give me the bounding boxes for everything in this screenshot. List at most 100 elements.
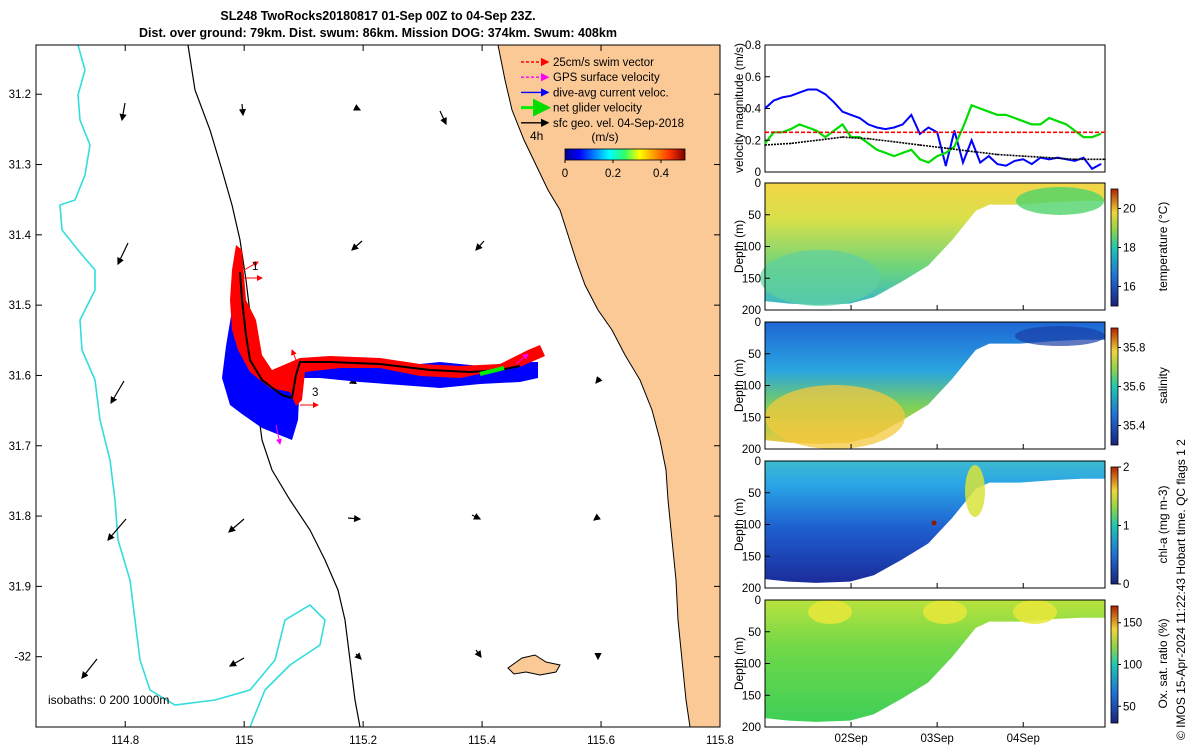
depth-tick-label: 200 — [742, 722, 761, 734]
section-panel-chla: 0 50 100 150 200 Depth (m) 0 1 2 chl-a (mg m-3) — [732, 456, 1170, 595]
velocity-series-line — [764, 103, 1102, 164]
time-label: 4h — [530, 129, 543, 143]
velocity-data-point — [953, 129, 956, 132]
dive-avg-current-track — [222, 270, 538, 440]
velocity-data-point — [962, 161, 964, 164]
velocity-data-point — [781, 131, 784, 134]
colorbar-tick-label: 0 — [1123, 579, 1129, 591]
velocity-series-line — [764, 88, 1102, 171]
velocity-data-point — [927, 161, 930, 164]
velocity-data-point — [841, 110, 844, 113]
map-ytick-label: 31.6 — [9, 370, 31, 382]
legend-label: net glider velocity — [553, 103, 642, 115]
velocity-data-point — [790, 95, 792, 97]
depth-tick-label: 100 — [742, 659, 761, 671]
section-data-field — [765, 600, 1105, 722]
velocity-data-point — [1005, 114, 1007, 116]
velocity-data-point — [807, 131, 809, 134]
section-panel-salinity: 0 50 100 150 200 Depth (m) 35.4 35.6 35.8 salinit… — [732, 317, 1170, 456]
velocity-data-point — [987, 155, 990, 157]
velocity-data-point — [850, 136, 852, 138]
velocity-ytick-label: 0 — [755, 167, 761, 179]
legend-label: dive-avg current veloc. — [553, 87, 669, 99]
velocity-data-point — [1056, 120, 1059, 122]
velocity-data-point — [815, 88, 818, 91]
title-line-1: SL248 TwoRocks20180817 01-Sep 00Z to 04-… — [220, 9, 535, 23]
section-ylabel: Depth (m) — [732, 637, 746, 690]
chla-surface-bloom — [965, 465, 985, 517]
colorbar-label: temperature (°C) — [1156, 202, 1170, 292]
track-marker-3: 3 — [312, 387, 318, 399]
velocity-data-point — [1022, 155, 1025, 157]
depth-tick-label: 50 — [748, 349, 761, 361]
legend-label: GPS surface velocity — [553, 72, 660, 84]
colorbar-tick-label: 1 — [1123, 521, 1129, 533]
colorbar-tick-label: 0.4 — [653, 168, 670, 180]
velocity-data-point — [979, 161, 981, 164]
velocity-data-point — [1022, 120, 1025, 122]
colorbar-tick-label: 35.4 — [1123, 421, 1146, 433]
velocity-data-point — [1082, 156, 1085, 159]
map-panel: 1 3 114.8 115 115.2 115.4 115.6 115.8 31.2 31.3… — [9, 44, 734, 747]
depth-tick-label: 200 — [742, 444, 761, 456]
velocity-data-point — [867, 123, 870, 126]
speed-colorbar: (m/s) 0 0.2 0.4 — [562, 130, 686, 180]
velocity-data-point — [841, 136, 844, 138]
velocity-data-point — [910, 114, 913, 116]
velocity-data-point — [1091, 136, 1093, 138]
velocity-data-point — [850, 114, 852, 116]
section-colorbar — [1110, 188, 1119, 307]
velocity-data-point — [919, 133, 921, 135]
section-panel-temperature: 0 50 100 150 200 Depth (m) 16 18 20 temperature (… — [732, 178, 1170, 317]
swim-vector-track — [230, 245, 545, 406]
velocity-panel: 0 0.2 0.4 0.6 0.8 velocity magnitude (m/s) — [732, 40, 1106, 179]
velocity-series-line — [764, 136, 1105, 161]
colorbar-label: salinity — [1156, 367, 1170, 404]
map-legend: 25cm/s swim vector GPS surface velocity di… — [521, 57, 684, 130]
net-glider-velocity-mark — [479, 366, 505, 376]
section-colorbar — [1110, 605, 1119, 724]
section-ylabel: Depth (m) — [732, 359, 746, 412]
velocity-data-point — [901, 123, 904, 126]
map-axes-frame — [35, 44, 721, 728]
velocity-data-point — [876, 148, 878, 151]
map-ytick-label: 31.4 — [9, 230, 32, 242]
colorbar-tick-label: 20 — [1123, 204, 1136, 216]
velocity-data-point — [1099, 133, 1102, 135]
map-xtick-label: 115 — [235, 735, 253, 747]
oxygen-surface-maximum — [808, 600, 852, 624]
velocity-data-point — [867, 142, 870, 145]
depth-tick-label: 50 — [748, 488, 761, 500]
velocity-data-point — [962, 126, 964, 129]
oxygen-surface-maximum — [923, 600, 967, 624]
time-tick-label: 02Sep — [834, 733, 867, 745]
depth-tick-label: 0 — [755, 456, 761, 468]
velocity-data-point — [996, 114, 999, 116]
velocity-data-point — [1013, 117, 1016, 119]
velocity-data-point — [833, 101, 835, 103]
title-line-2: Dist. over ground: 79km. Dist. swum: 86k… — [139, 26, 617, 40]
map-xtick-label: 115.6 — [587, 735, 615, 747]
colorbar-tick-label: 50 — [1123, 701, 1136, 713]
depth-tick-label: 50 — [748, 627, 761, 639]
depth-tick-label: 150 — [742, 273, 761, 285]
velocity-data-point — [1048, 117, 1050, 119]
velocity-data-point — [1031, 163, 1033, 165]
temperature-cool-layer — [760, 250, 880, 306]
velocity-data-point — [901, 152, 904, 154]
velocity-data-point — [944, 164, 947, 167]
velocity-data-point — [1065, 123, 1068, 126]
velocity-data-point — [1091, 168, 1093, 170]
velocity-data-point — [764, 131, 766, 134]
velocity-data-point — [910, 148, 913, 151]
velocity-data-point — [815, 129, 818, 132]
map-ytick-label: -32 — [14, 652, 31, 664]
depth-tick-label: 200 — [742, 305, 761, 317]
depth-tick-label: 100 — [742, 242, 761, 254]
velocity-data-point — [996, 153, 999, 156]
track-marker-1: 1 — [252, 261, 258, 273]
velocity-data-point — [893, 141, 895, 143]
depth-tick-label: 0 — [755, 317, 761, 329]
velocity-data-point — [987, 110, 990, 113]
